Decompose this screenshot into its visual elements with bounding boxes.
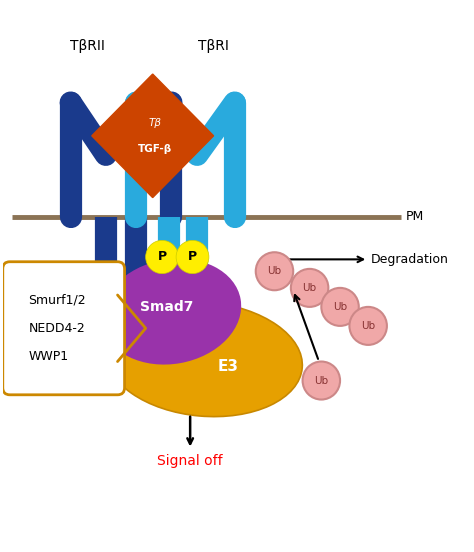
Text: PM: PM (406, 210, 424, 223)
Text: Signal off: Signal off (157, 454, 223, 468)
Text: Ub: Ub (333, 302, 347, 312)
Circle shape (256, 252, 293, 290)
Circle shape (321, 288, 359, 326)
Text: NEDD4-2: NEDD4-2 (28, 322, 85, 335)
Circle shape (291, 269, 328, 307)
Polygon shape (92, 74, 214, 198)
FancyBboxPatch shape (3, 262, 125, 395)
Text: Ub: Ub (314, 375, 328, 385)
Text: Smurf1/2: Smurf1/2 (28, 293, 86, 306)
Text: TβRII: TβRII (70, 39, 105, 52)
Text: Smad7: Smad7 (140, 300, 193, 314)
Ellipse shape (101, 259, 241, 364)
Text: TGF-β: TGF-β (138, 144, 172, 154)
Circle shape (176, 240, 209, 274)
Text: Ub: Ub (302, 283, 317, 293)
Text: Ub: Ub (267, 266, 282, 276)
Ellipse shape (106, 302, 302, 417)
Text: Degradation: Degradation (371, 253, 448, 266)
Text: E3: E3 (217, 359, 238, 374)
Text: P: P (157, 251, 167, 263)
Text: WWP1: WWP1 (28, 351, 69, 363)
Circle shape (302, 362, 340, 400)
Text: Ub: Ub (361, 321, 375, 331)
Circle shape (146, 240, 178, 274)
Text: Tβ: Tβ (148, 118, 162, 128)
Text: P: P (188, 251, 197, 263)
Circle shape (349, 307, 387, 345)
Text: TβRI: TβRI (198, 39, 229, 52)
